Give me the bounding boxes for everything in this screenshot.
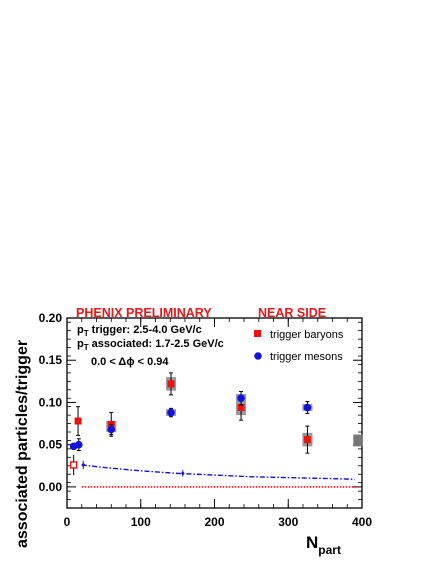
y-axis-label: associated particles/trigger	[14, 340, 31, 548]
legend-baryons-marker	[254, 330, 261, 337]
y-tick-label: 0.15	[39, 353, 63, 367]
global-systematic-box	[353, 434, 363, 447]
meson-point	[167, 408, 175, 417]
baryon-point	[167, 380, 175, 388]
chart-marks: 0.00 0.05 0.10 0.15 0.20 0 100 200 300 400	[39, 311, 373, 529]
legend-mesons-marker	[254, 352, 262, 360]
background-curve	[81, 464, 355, 480]
trigger-range-label: pT trigger: 2.5-4.0 GeV/c	[77, 324, 202, 338]
meson-point	[107, 425, 116, 434]
baryon-point	[303, 436, 311, 444]
legend-mesons-label: trigger mesons	[270, 351, 343, 363]
curve-point	[181, 471, 185, 475]
x-tick-label: 0	[64, 515, 71, 529]
x-tick-label: 300	[278, 515, 298, 529]
y-tick-label: 0.20	[39, 311, 63, 325]
header-right: NEAR SIDE	[258, 306, 326, 320]
header-left: PHENIX PRELIMINARY	[76, 306, 212, 320]
dphi-range-label: 0.0 < Δϕ < 0.94	[91, 356, 169, 368]
baryon-open-point	[69, 461, 78, 469]
x-tick-label: 200	[204, 515, 224, 529]
meson-point	[237, 394, 245, 403]
y-tick-label: 0.00	[39, 480, 63, 494]
x-tick-label: 100	[131, 515, 151, 529]
x-axis-label: Npart	[306, 533, 341, 557]
associated-range-label: pT associated: 1.7-2.5 GeV/c	[77, 338, 224, 352]
curve-point	[81, 463, 85, 467]
meson-point	[75, 440, 83, 449]
meson-point	[303, 403, 312, 412]
x-tick-label: 400	[352, 515, 372, 529]
legend-baryons-label: trigger baryons	[270, 329, 344, 341]
baryon-point	[74, 417, 82, 425]
y-tick-label: 0.10	[39, 395, 63, 409]
baryon-point	[237, 404, 245, 412]
y-tick-label: 0.05	[39, 438, 63, 452]
